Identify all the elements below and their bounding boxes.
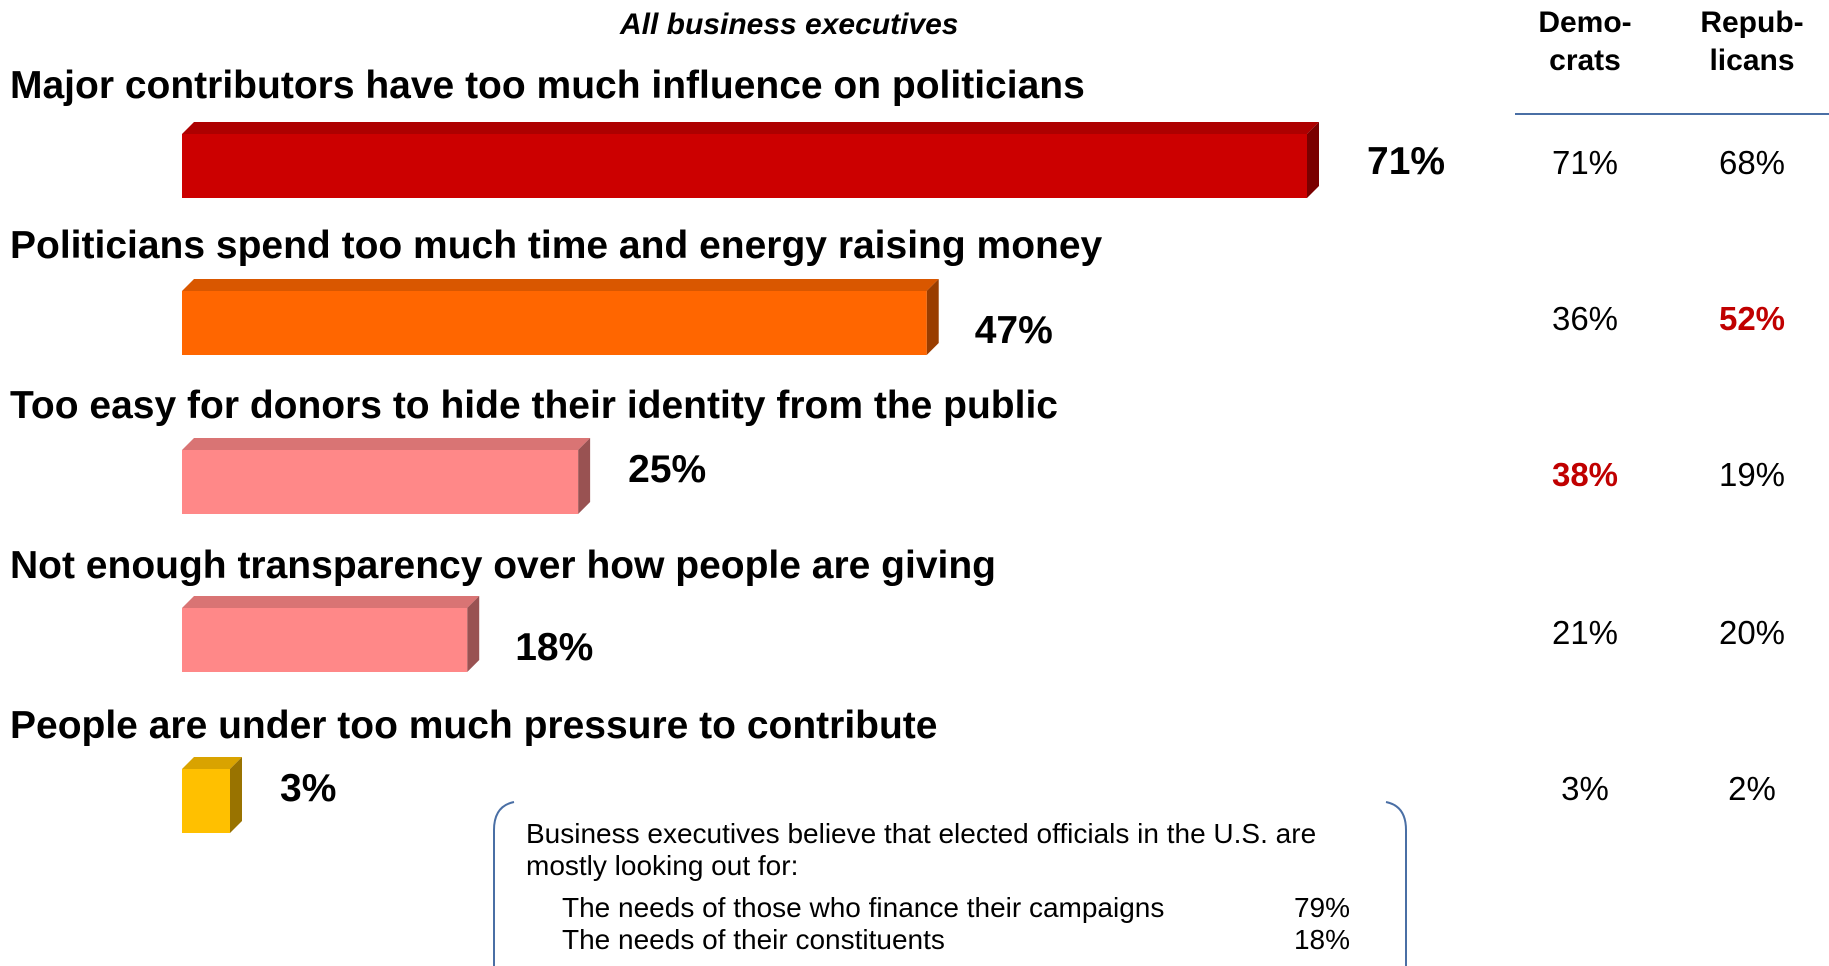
bar-1-front [182,291,927,355]
bar-1 [182,279,939,355]
table-cell-republicans-1: 52% [1718,300,1786,337]
bar-2-top [182,438,591,450]
bar-1-side [926,279,939,355]
bar-0 [182,122,1319,198]
table-cell-democrats-2: 38% [1551,456,1619,493]
category-label-3: Not enough transparency over how people … [10,544,997,587]
category-label-4: People are under too much pressure to co… [10,704,938,747]
value-label-4: 3% [280,767,337,810]
bar-1-top [182,279,939,291]
bar-0-top [182,122,1319,134]
bar-4-side [230,757,242,833]
bar-0-front [182,134,1307,198]
bar-4 [182,757,242,833]
column-header-republicans: Repub- licans [1677,4,1827,80]
bar-4-top [182,757,242,769]
column-header-republicans-line2: licans [1709,44,1795,77]
table-cell-republicans-4: 2% [1728,770,1776,807]
bar-2 [182,438,591,514]
callout-row-label-1: The needs of their constituents [562,924,945,955]
bar-2-front [182,450,579,514]
chart-subtitle: All business executives [620,8,959,41]
bar-3-front [182,608,468,672]
category-label-2: Too easy for donors to hide their identi… [10,384,1058,427]
category-label-1: Politicians spend too much time and ener… [10,224,1103,267]
table-cell-republicans-2: 19% [1718,456,1786,493]
callout-text: Business executives believe that elected… [526,818,1317,881]
table-cell-democrats-0: 71% [1551,144,1619,181]
callout-row-value-1: 18% [1293,924,1350,955]
value-label-3: 18% [515,626,594,669]
table-cell-democrats-3: 21% [1551,614,1619,651]
bar-3-side [467,596,480,672]
column-header-democrats-line2: crats [1549,44,1621,77]
table-cell-republicans-0: 68% [1718,144,1786,181]
bar-3 [182,596,480,672]
value-label-0: 71% [1367,140,1446,183]
bar-2-side [578,438,591,514]
value-label-2: 25% [628,448,707,491]
table-cell-republicans-3: 20% [1718,614,1786,651]
bar-0-side [1307,122,1319,198]
column-header-republicans-line1: Repub- [1700,6,1804,39]
column-header-democrats-line1: Demo- [1538,6,1632,39]
callout-box: Business executives believe that elected… [490,800,1410,966]
table-cell-democrats-4: 3% [1561,770,1609,807]
callout-row-label-0: The needs of those who finance their cam… [562,892,1165,923]
category-label-0: Major contributors have too much influen… [10,64,1085,107]
callout-border [493,801,1407,966]
column-header-divider [1515,113,1829,115]
table-cell-democrats-1: 36% [1551,300,1619,337]
callout-row-value-0: 79% [1293,892,1350,923]
value-label-1: 47% [974,309,1053,352]
bar-3-top [182,596,480,608]
column-header-democrats: Demo- crats [1510,4,1660,80]
bar-4-front [182,769,230,833]
